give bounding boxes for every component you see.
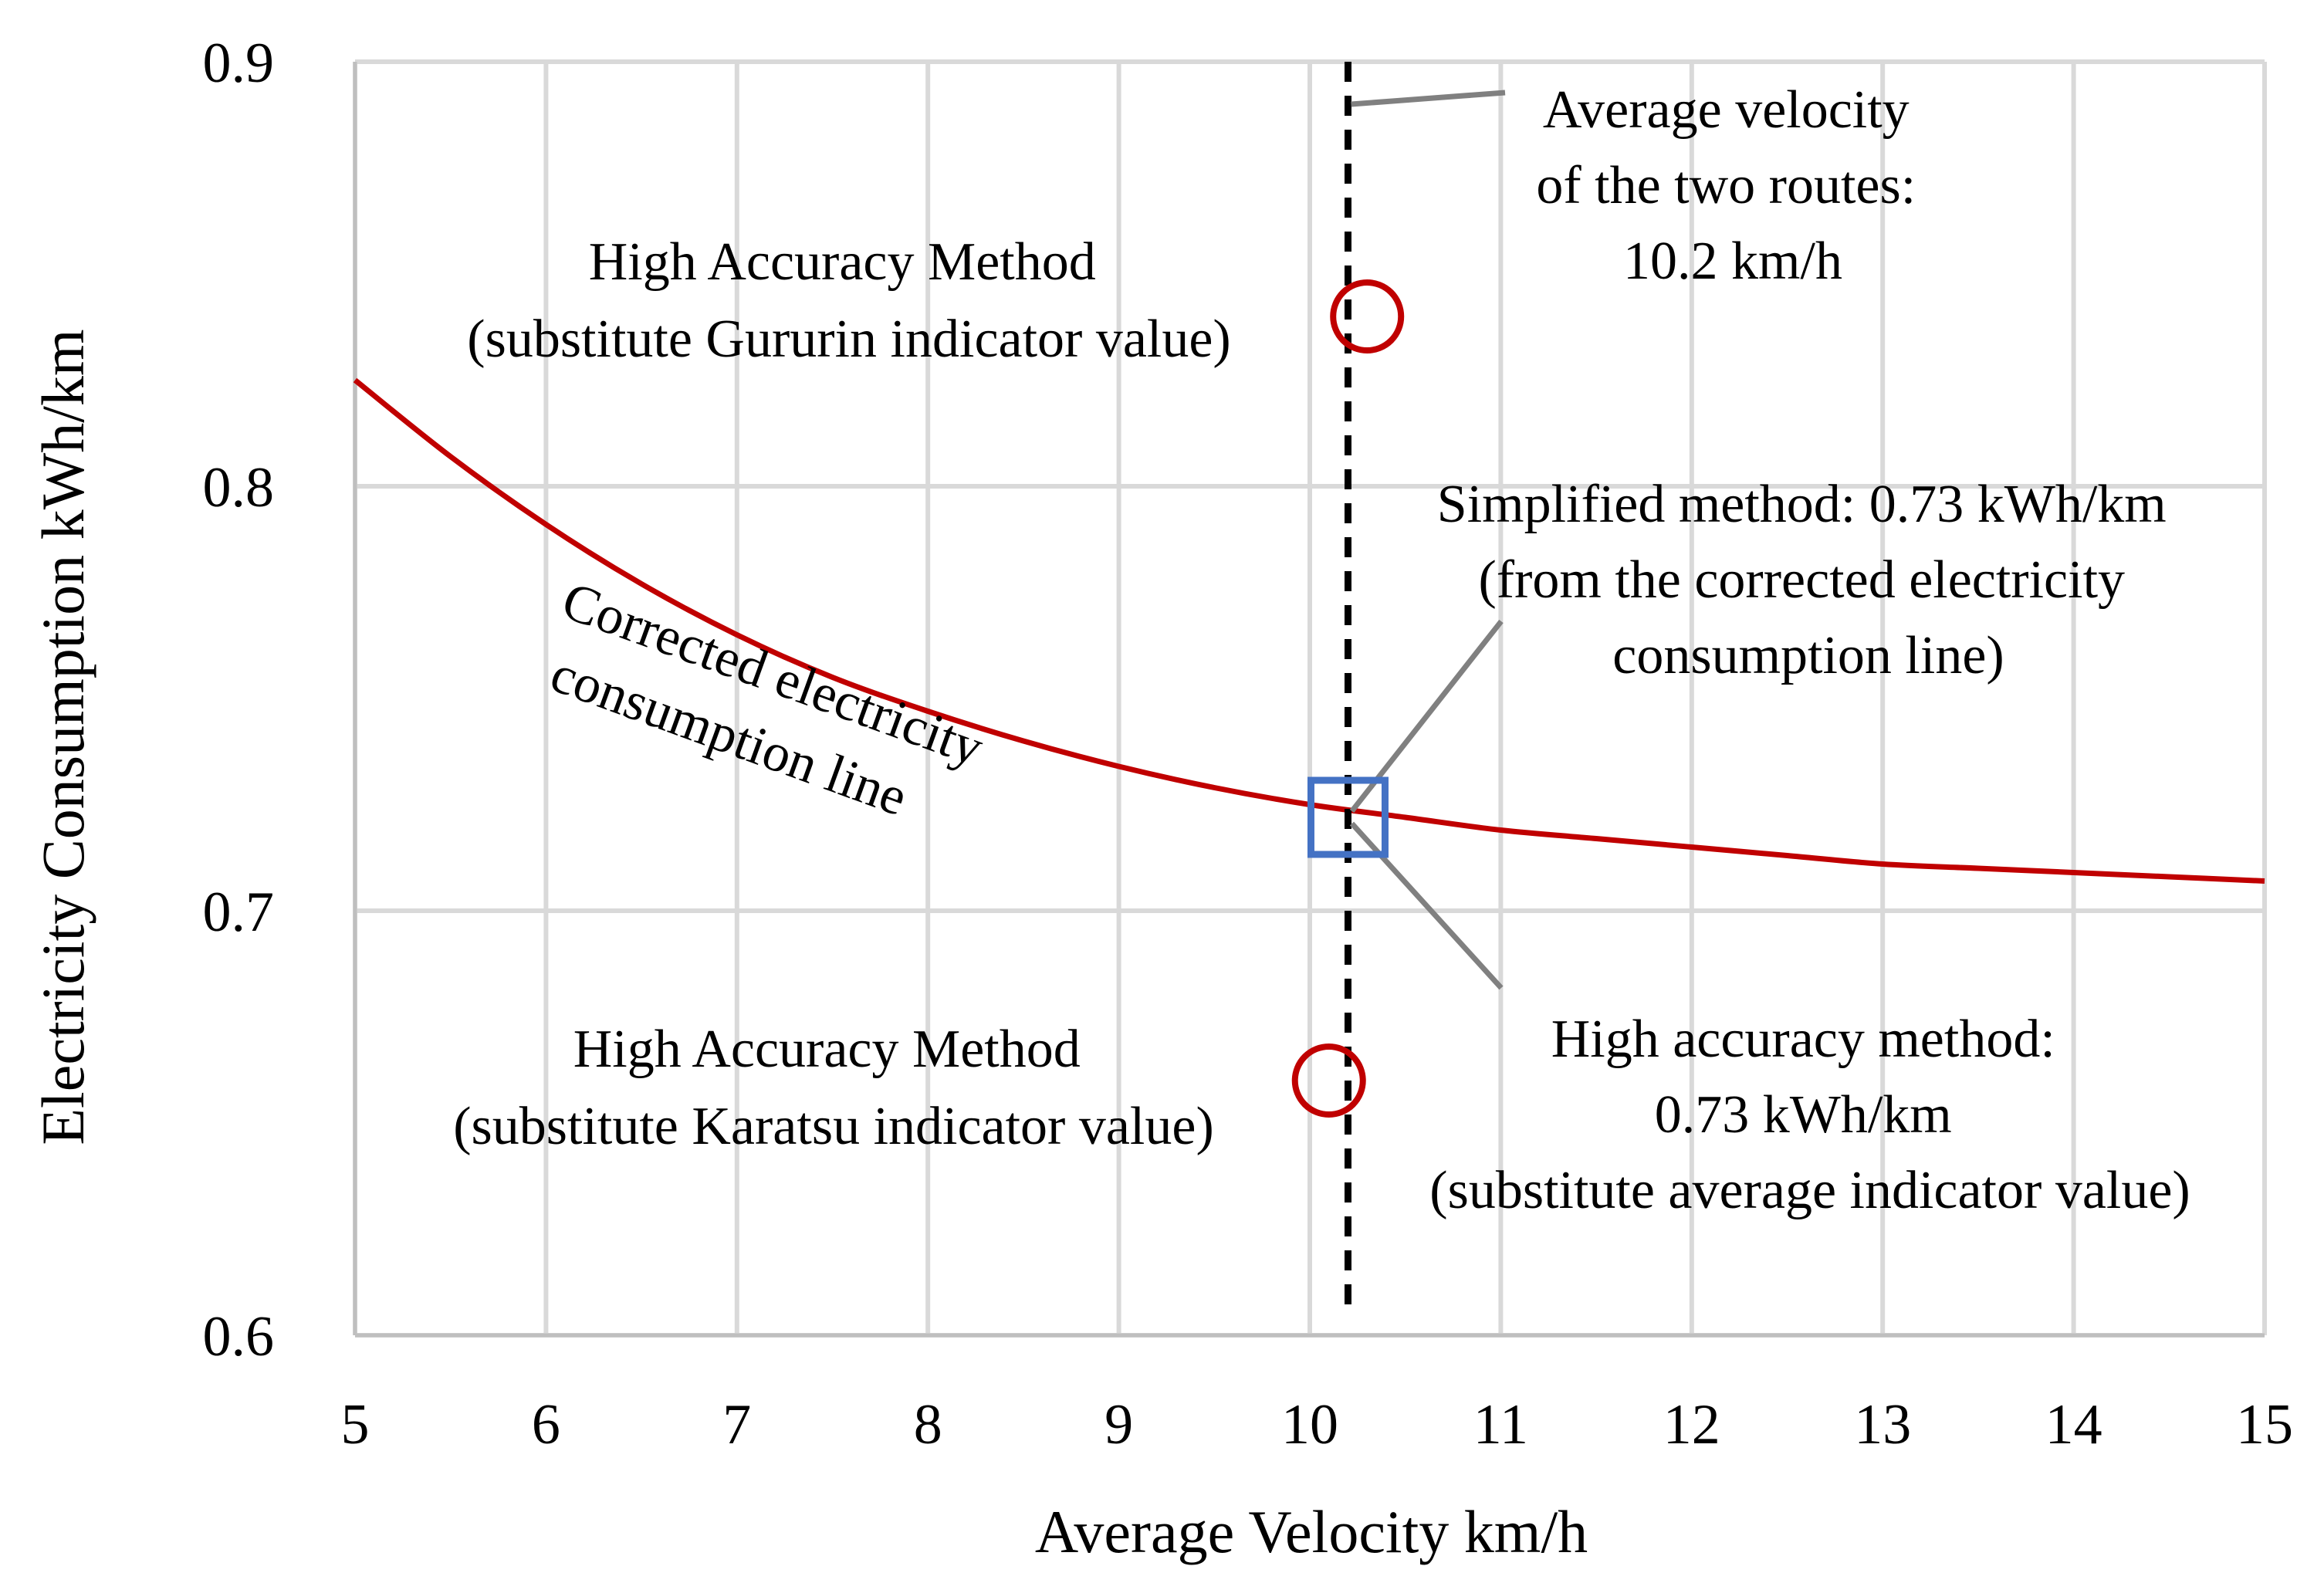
axes bbox=[353, 62, 2265, 1338]
annotation-line: (substitute Gururin indicator value) bbox=[467, 309, 1230, 369]
annotation-line: Average velocity bbox=[1543, 80, 1910, 140]
y-tick-label: 0.6 bbox=[203, 1305, 275, 1368]
leader-line-average-velocity bbox=[1351, 90, 1506, 107]
annotation-line: (from the corrected electricity bbox=[1478, 550, 2125, 610]
annotation-karatsu: High Accuracy Method (substitute Karatsu… bbox=[453, 1020, 1214, 1156]
gururin-point bbox=[1330, 279, 1405, 353]
x-tick-label: 14 bbox=[2045, 1393, 2102, 1456]
annotation-gururin: High Accuracy Method (substitute Gururin… bbox=[467, 232, 1230, 369]
x-axis-title: Average Velocity km/h bbox=[1035, 1498, 1588, 1565]
x-tick-label: 10 bbox=[1281, 1393, 1338, 1456]
y-tick-label: 0.7 bbox=[203, 881, 275, 944]
y-tick-label: 0.9 bbox=[203, 32, 275, 95]
annotation-line: 10.2 km/h bbox=[1623, 232, 1842, 291]
annotation-line: consumption line) bbox=[1612, 626, 2004, 685]
karatsu-point bbox=[1291, 1043, 1366, 1118]
annotation-line: of the two routes: bbox=[1536, 156, 1916, 215]
annotation-line: High Accuracy Method bbox=[573, 1020, 1081, 1079]
annotation-line: High accuracy method: bbox=[1551, 1010, 2055, 1069]
x-tick-label: 9 bbox=[1104, 1393, 1133, 1456]
annotation-line: High Accuracy Method bbox=[589, 232, 1096, 292]
x-tick-labels: 5 6 7 8 9 10 11 12 13 14 15 bbox=[341, 1393, 2294, 1456]
x-tick-label: 6 bbox=[532, 1393, 560, 1456]
average-point bbox=[1307, 776, 1389, 858]
leader-line-high-accuracy bbox=[1349, 821, 1504, 990]
annotation-line: 0.73 kWh/km bbox=[1655, 1085, 1952, 1145]
y-axis-title: Electricity Consumption kWh/km bbox=[29, 329, 96, 1145]
y-tick-labels: 0.6 0.7 0.8 0.9 bbox=[203, 32, 275, 1368]
annotation-high-accuracy-average: High accuracy method: 0.73 kWh/km (subst… bbox=[1429, 1010, 2190, 1220]
annotation-average-velocity: Average velocity of the two routes: 10.2… bbox=[1536, 80, 1929, 291]
curve-label: Corrected electricity consumption line bbox=[529, 571, 1003, 851]
annotation-simplified-method: Simplified method: 0.73 kWh/km (from the… bbox=[1437, 475, 2180, 685]
x-tick-label: 15 bbox=[2236, 1393, 2293, 1456]
corrected-consumption-line bbox=[353, 377, 2265, 884]
data-point-markers bbox=[1291, 279, 1405, 1118]
annotation-line: (substitute average indicator value) bbox=[1429, 1161, 2190, 1220]
x-tick-label: 8 bbox=[914, 1393, 942, 1456]
annotation-line: Simplified method: 0.73 kWh/km bbox=[1437, 475, 2167, 534]
y-tick-label: 0.8 bbox=[203, 456, 275, 519]
x-tick-label: 13 bbox=[1854, 1393, 1911, 1456]
annotation-line: (substitute Karatsu indicator value) bbox=[453, 1097, 1214, 1156]
x-tick-label: 7 bbox=[722, 1393, 751, 1456]
x-tick-label: 5 bbox=[341, 1393, 370, 1456]
x-tick-label: 11 bbox=[1473, 1393, 1528, 1456]
x-tick-label: 12 bbox=[1663, 1393, 1720, 1456]
